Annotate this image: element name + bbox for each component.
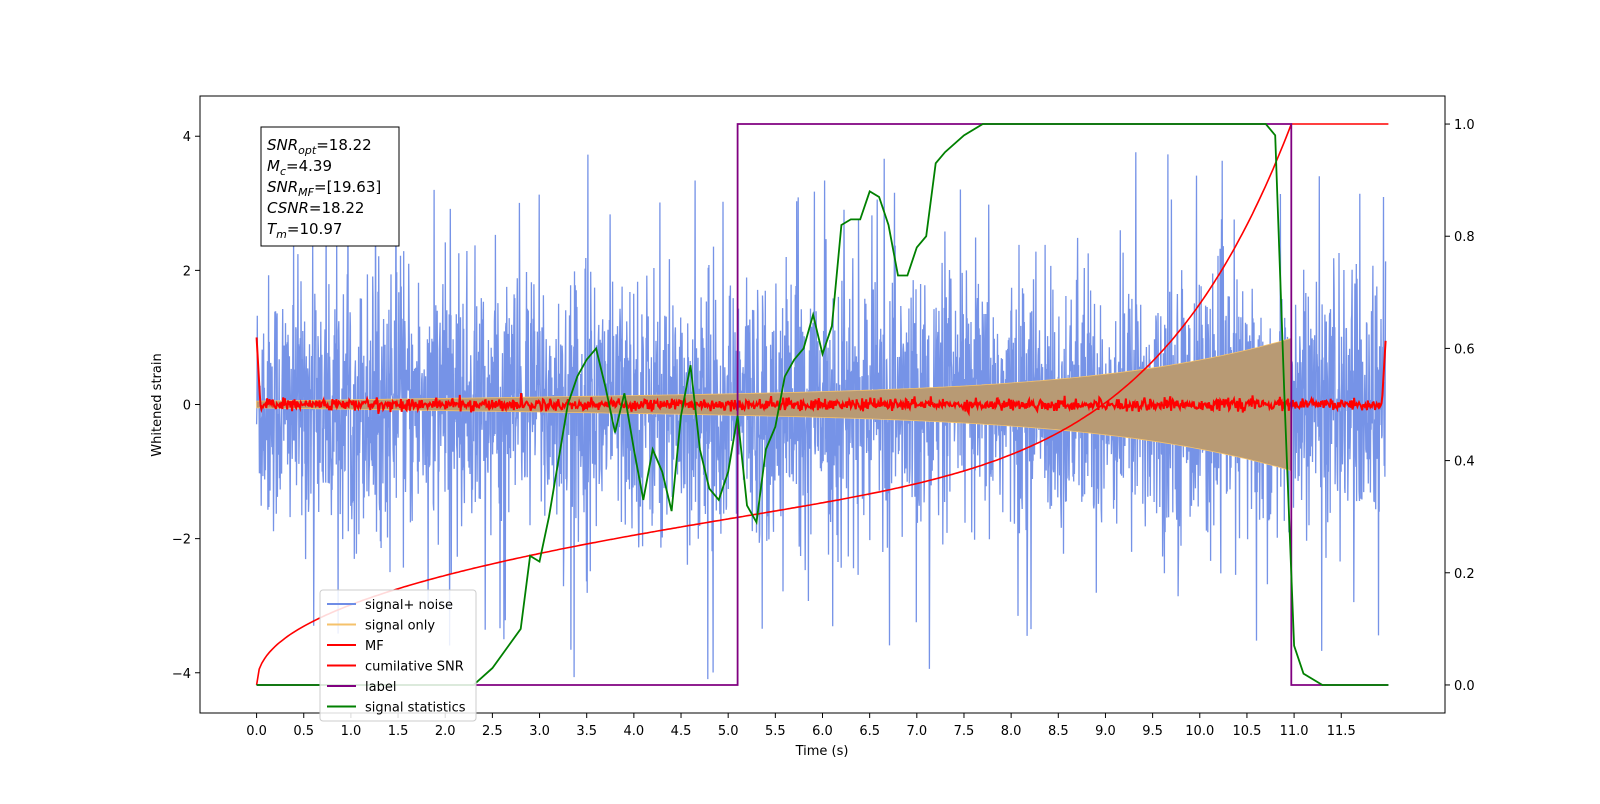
y-tick-label: 0 [183,399,191,414]
y2-tick-label: 0.8 [1454,230,1475,245]
x-tick-label: 1.0 [341,724,362,739]
x-tick-label: 3.5 [576,724,597,739]
y2-tick-label: 0.2 [1454,567,1475,582]
legend-label: signal only [365,619,435,634]
annotation-line: SNRMF=[19.63] [267,178,381,199]
y-tick-label: −4 [172,667,191,682]
x-tick-label: 8.5 [1048,724,1069,739]
x-tick-label: 11.5 [1327,724,1356,739]
annotation-line: CSNR=18.22 [267,199,364,217]
annotation-line: Mc=4.39 [267,157,332,178]
x-tick-label: 0.5 [293,724,314,739]
x-tick-label: 0.0 [246,724,267,739]
x-tick-label: 6.5 [859,724,880,739]
x-tick-label: 9.5 [1142,724,1163,739]
y-tick-label: −2 [172,533,191,548]
x-tick-label: 11.0 [1280,724,1309,739]
x-tick-label: 9.0 [1095,724,1116,739]
y-tick-label: 2 [183,264,191,279]
annotation-line: Tm=10.97 [267,220,342,241]
legend-label: MF [365,639,384,654]
x-tick-label: 6.0 [812,724,833,739]
legend-box [319,589,477,722]
series-cumulative-snr [255,123,1389,686]
y-axis-label: Whitened strain [150,353,165,456]
x-tick-label: 7.5 [954,724,975,739]
x-tick-label: 10.0 [1185,724,1214,739]
series-signal-statistics [256,123,1389,686]
x-tick-label: 5.0 [718,724,739,739]
x-tick-label: 4.0 [624,724,645,739]
x-axis-label: Time (s) [795,744,849,759]
annotation-line: SNRopt=18.22 [267,136,372,157]
y-tick-label: 4 [183,130,191,145]
y2-tick-label: 0.6 [1454,342,1475,357]
y2-tick-label: 0.4 [1454,455,1475,470]
annotation-box [260,126,400,247]
x-tick-label: 10.5 [1232,724,1261,739]
legend-label: signal+ noise [365,598,453,613]
x-tick-label: 7.0 [906,724,927,739]
x-tick-label: 3.0 [529,724,550,739]
x-tick-label: 8.0 [1001,724,1022,739]
legend-label: signal statistics [365,701,466,716]
x-tick-label: 5.5 [765,724,786,739]
legend-label: label [365,680,396,695]
legend-label: cumilative SNR [365,660,464,675]
y2-tick-label: 1.0 [1454,118,1475,133]
x-tick-label: 2.5 [482,724,503,739]
x-tick-label: 2.0 [435,724,456,739]
series-mf [255,337,1387,417]
x-tick-label: 4.5 [671,724,692,739]
x-tick-label: 1.5 [388,724,409,739]
y2-tick-label: 0.0 [1454,679,1475,694]
